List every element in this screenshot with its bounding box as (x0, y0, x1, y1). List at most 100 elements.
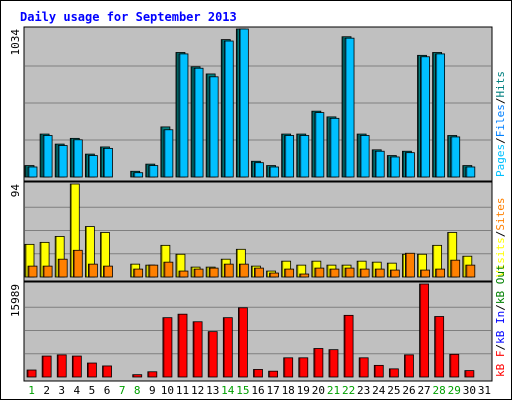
bar-shadow-sites (269, 273, 272, 277)
bar-shadow-kb_f (223, 317, 225, 377)
bar-shadow-pages (178, 53, 181, 177)
bar-shadow-sites (360, 269, 362, 277)
bar-shadow-visits (100, 232, 102, 277)
bar-shadow-kb_f (147, 371, 150, 377)
bar-shadow-pages (299, 135, 302, 177)
bar-shadow-pages (88, 155, 90, 177)
bar-shadow-visits (206, 267, 208, 277)
bar-shadow-hits (130, 171, 133, 177)
bar-shadow-pages (345, 38, 347, 178)
bar-shadow-sites (88, 264, 90, 277)
bar-shadow-hits (387, 155, 389, 177)
bar-shadow-sites (420, 270, 423, 277)
bar-shadow-visits (447, 232, 450, 277)
bar-shadow-hits (40, 134, 42, 177)
bar-shadow-visits (432, 245, 435, 277)
day-label: 1 (28, 384, 35, 397)
bar-shadow-pages (209, 76, 211, 177)
legend-item: kB F (494, 351, 507, 378)
bar-shadow-pages (58, 145, 60, 177)
bar-shadow-hits (100, 146, 102, 177)
day-label: 27 (417, 384, 430, 397)
bar-shadow-hits (236, 29, 238, 177)
bar-shadow-pages (420, 56, 423, 177)
bar-shadow-visits (130, 264, 133, 277)
bar-shadow-pages (28, 166, 30, 177)
bar-shadow-visits (221, 259, 223, 277)
bar-shadow-hits (55, 144, 57, 177)
bar-shadow-pages (254, 162, 256, 177)
bar-shadow-sites (435, 269, 438, 277)
bar-shadow-sites (133, 269, 136, 277)
legend-item: kB In (494, 311, 507, 344)
bar-shadow-visits (296, 265, 299, 277)
bar-shadow-sites (224, 264, 226, 277)
bar-shadow-kb_f (374, 365, 376, 377)
bar-shadow-visits (85, 226, 87, 277)
bar-shadow-kb_f (404, 354, 406, 377)
day-label: 4 (74, 384, 81, 397)
bar-shadow-hits (145, 164, 148, 177)
bar-shadow-hits (25, 165, 27, 177)
bar-shadow-hits (160, 126, 163, 177)
bar-shadow-visits (160, 245, 163, 277)
day-label: 22 (342, 384, 355, 397)
legend-item: / (494, 231, 507, 238)
bar-shadow-hits (221, 39, 223, 178)
bar-shadow-sites (43, 266, 45, 277)
bar-shadow-kb_f (72, 356, 74, 377)
bar-shadow-pages (43, 135, 45, 177)
bar-shadow-hits (372, 149, 374, 177)
day-label: 18 (282, 384, 295, 397)
bar-shadow-visits (281, 261, 284, 277)
bar-shadow-pages (405, 152, 407, 177)
bar-shadow-hits (175, 52, 178, 177)
bar-shadow-kb_f (238, 307, 240, 377)
day-label: 19 (297, 384, 310, 397)
day-label: 15 (236, 384, 249, 397)
day-label: 28 (433, 384, 446, 397)
bar-shadow-sites (73, 250, 75, 277)
legend-hits: Pages/Files/Hits (494, 71, 507, 177)
bar-shadow-kb_f (464, 370, 467, 377)
day-label: 12 (191, 384, 204, 397)
bar-shadow-pages (103, 148, 105, 177)
day-label: 20 (312, 384, 325, 397)
bar-shadow-sites (194, 269, 196, 277)
day-label: 9 (149, 384, 156, 397)
bar-shadow-pages (133, 172, 136, 177)
day-label: 17 (266, 384, 279, 397)
bar-shadow-pages (163, 129, 166, 177)
bar-shadow-sites (314, 268, 317, 277)
day-label: 16 (251, 384, 264, 397)
bar-shadow-visits (387, 263, 389, 277)
day-label: 21 (327, 384, 340, 397)
bar-shadow-kb_f (449, 354, 452, 377)
legend-visits: Visits/Sites (494, 198, 507, 278)
bar-shadow-visits (326, 265, 329, 277)
bar-shadow-visits (25, 244, 27, 277)
bar-shadow-hits (462, 165, 465, 177)
day-label: 14 (221, 384, 235, 397)
max-label-visits: 94 (9, 184, 22, 198)
legend-item: / (494, 304, 507, 311)
bar-shadow-pages (435, 53, 438, 177)
bar-shadow-visits (236, 249, 238, 277)
legend-item: / (494, 98, 507, 105)
bar-shadow-sites (163, 262, 166, 277)
bar-shadow-pages (239, 29, 241, 177)
bar-shadow-hits (311, 111, 314, 177)
bar-shadow-sites (329, 269, 332, 277)
bar-shadow-kb_f (132, 374, 135, 377)
bar-shadow-visits (251, 266, 253, 277)
bar-shadow-hits (357, 134, 359, 177)
day-label: 24 (372, 384, 386, 397)
bar-shadow-sites (465, 265, 468, 277)
bar-shadow-visits (191, 267, 193, 277)
bar-shadow-visits (55, 236, 57, 277)
bar-shadow-kb_f (162, 317, 165, 377)
bar-shadow-kb_f (253, 369, 255, 377)
bar-shadow-kb_f (419, 284, 422, 377)
bar-shadow-sites (375, 269, 377, 277)
